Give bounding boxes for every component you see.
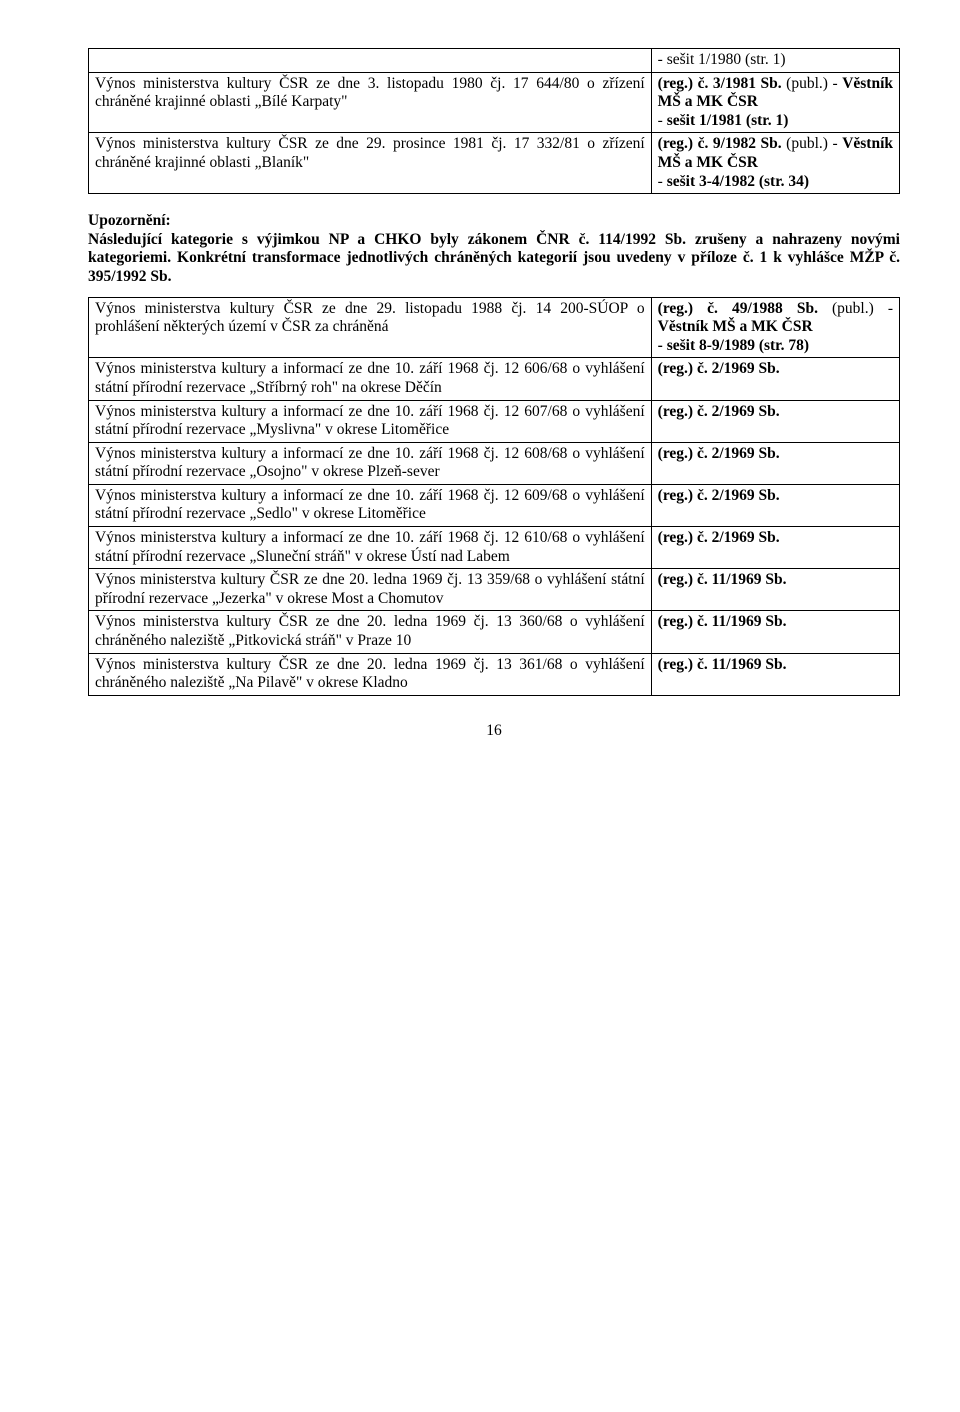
top-table: - sešit 1/1980 (str. 1)Výnos ministerstv… [88,48,900,194]
description-cell: Výnos ministerstva kultury a informací z… [89,527,652,569]
reference-cell: (reg.) č. 2/1969 Sb. [651,358,899,400]
description-cell: Výnos ministerstva kultury ČSR ze dne 20… [89,569,652,611]
page-number: 16 [88,722,900,741]
description-cell [89,49,652,73]
bottom-table-row: Výnos ministerstva kultury ČSR ze dne 20… [89,569,900,611]
description-cell: Výnos ministerstva kultury ČSR ze dne 20… [89,611,652,653]
bottom-table-row: Výnos ministerstva kultury ČSR ze dne 29… [89,297,900,358]
description-cell: Výnos ministerstva kultury a informací z… [89,358,652,400]
bottom-table-row: Výnos ministerstva kultury a informací z… [89,442,900,484]
reference-cell: - sešit 1/1980 (str. 1) [651,49,899,73]
bottom-table-row: Výnos ministerstva kultury a informací z… [89,484,900,526]
description-cell: Výnos ministerstva kultury ČSR ze dne 29… [89,297,652,358]
reference-cell: (reg.) č. 2/1969 Sb. [651,484,899,526]
reference-cell: (reg.) č. 49/1988 Sb. (publ.) - Věstník … [651,297,899,358]
reference-cell: (reg.) č. 2/1969 Sb. [651,442,899,484]
reference-cell: (reg.) č. 9/1982 Sb. (publ.) - Věstník M… [651,133,899,194]
notice-paragraph: Upozornění:Následující kategorie s výjim… [88,212,900,286]
bottom-table: Výnos ministerstva kultury ČSR ze dne 29… [88,297,900,696]
description-cell: Výnos ministerstva kultury a informací z… [89,484,652,526]
top-table-row: Výnos ministerstva kultury ČSR ze dne 3.… [89,72,900,133]
description-cell: Výnos ministerstva kultury ČSR ze dne 29… [89,133,652,194]
reference-cell: (reg.) č. 11/1969 Sb. [651,653,899,695]
description-cell: Výnos ministerstva kultury ČSR ze dne 3.… [89,72,652,133]
bottom-table-row: Výnos ministerstva kultury ČSR ze dne 20… [89,653,900,695]
bottom-table-row: Výnos ministerstva kultury ČSR ze dne 20… [89,611,900,653]
reference-cell: (reg.) č. 2/1969 Sb. [651,400,899,442]
description-cell: Výnos ministerstva kultury a informací z… [89,400,652,442]
bottom-table-row: Výnos ministerstva kultury a informací z… [89,358,900,400]
top-table-row: Výnos ministerstva kultury ČSR ze dne 29… [89,133,900,194]
reference-cell: (reg.) č. 11/1969 Sb. [651,611,899,653]
reference-cell: (reg.) č. 11/1969 Sb. [651,569,899,611]
reference-cell: (reg.) č. 3/1981 Sb. (publ.) - Věstník M… [651,72,899,133]
description-cell: Výnos ministerstva kultury a informací z… [89,442,652,484]
bottom-table-row: Výnos ministerstva kultury a informací z… [89,400,900,442]
bottom-table-row: Výnos ministerstva kultury a informací z… [89,527,900,569]
top-table-row: - sešit 1/1980 (str. 1) [89,49,900,73]
reference-cell: (reg.) č. 2/1969 Sb. [651,527,899,569]
description-cell: Výnos ministerstva kultury ČSR ze dne 20… [89,653,652,695]
